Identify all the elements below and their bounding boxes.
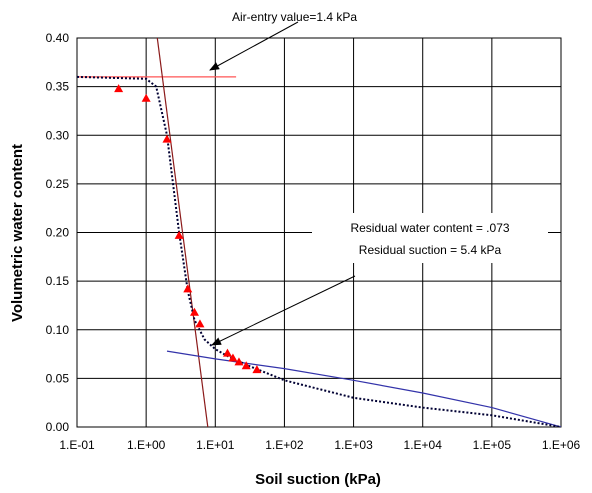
data-point-triangle — [189, 307, 199, 316]
x-tick-label: 1.E+05 — [473, 438, 512, 452]
data-point-triangle — [228, 353, 238, 362]
data-point-triangle — [174, 230, 184, 239]
data-point-triangle — [183, 284, 193, 293]
residual-arrow — [211, 275, 356, 346]
residual-tangent-line — [166, 350, 561, 427]
y-tick-label: 0.05 — [46, 371, 70, 385]
annotation-residual-suction: Residual suction = 5.4 kPa — [359, 243, 502, 257]
steep-slope-tangent-line — [156, 38, 209, 427]
x-tick-label: 1.E+01 — [196, 438, 235, 452]
annotation-residual-water-content: Residual water content = .073 — [350, 221, 509, 235]
residual-annotation-box — [312, 213, 548, 263]
x-tick-label: 1.E+04 — [404, 438, 443, 452]
data-point-triangle — [141, 93, 151, 102]
data-point-triangle — [234, 357, 244, 366]
x-tick-label: 1.E+06 — [542, 438, 581, 452]
y-tick-label: 0.25 — [46, 177, 70, 191]
y-tick-label: 0.15 — [46, 274, 70, 288]
x-tick-label: 1.E+03 — [334, 438, 373, 452]
y-tick-label: 0.30 — [46, 128, 70, 142]
series-layer — [77, 38, 561, 427]
annotation-air-entry: Air-entry value=1.4 kPa — [232, 10, 357, 24]
y-tick-label: 0.40 — [46, 31, 70, 45]
y-axis-title: Volumetric water content — [9, 144, 26, 322]
x-axis-title: Soil suction (kPa) — [255, 471, 381, 488]
y-tick-label: 0.10 — [46, 323, 70, 337]
y-tick-label: 0.00 — [46, 420, 70, 434]
y-tick-label: 0.35 — [46, 80, 70, 94]
data-point-triangle — [222, 348, 232, 357]
data-point-triangle — [114, 84, 124, 93]
plot-area-border — [76, 37, 562, 428]
x-tick-label: 1.E+02 — [265, 438, 304, 452]
data-point-triangle — [195, 319, 205, 328]
y-axis-ticks: 0.00 0.05 0.10 0.15 0.20 0.25 0.30 0.35 0.40 — [46, 31, 70, 434]
fitted-curve-dotted — [77, 75, 561, 427]
data-point-triangle — [162, 134, 172, 143]
x-tick-label: 1.E-01 — [59, 438, 95, 452]
data-point-triangle — [252, 365, 262, 374]
x-axis-ticks: 1.E-01 1.E+00 1.E+01 1.E+02 1.E+03 1.E+04 1.E+… — [59, 438, 580, 452]
y-tick-label: 0.20 — [46, 226, 70, 240]
air-entry-arrow — [209, 21, 299, 71]
data-point-triangle — [241, 361, 251, 370]
x-tick-label: 1.E+00 — [127, 438, 166, 452]
